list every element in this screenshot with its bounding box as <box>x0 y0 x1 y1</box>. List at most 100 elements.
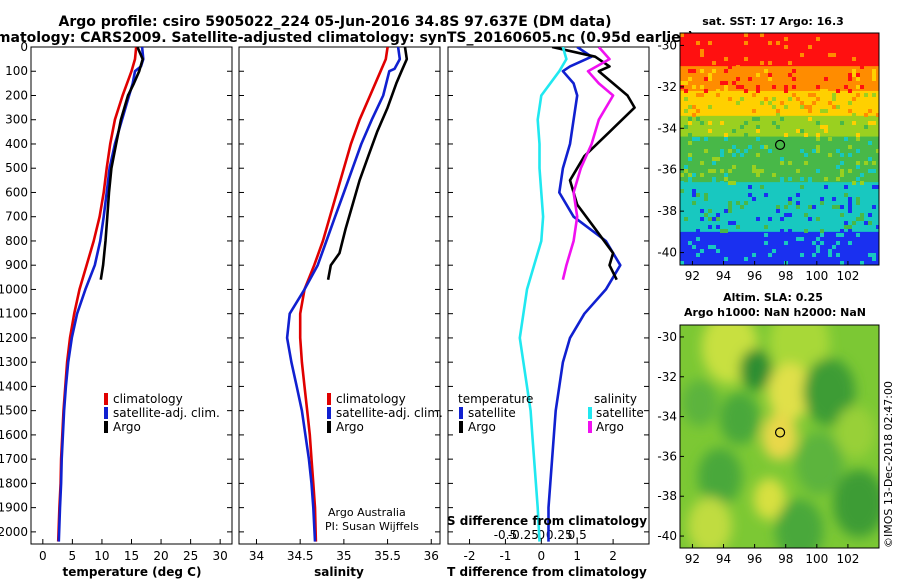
depth-tick-label: 2000 <box>0 525 28 539</box>
sst-pixel <box>680 245 684 249</box>
sst-pixel <box>708 225 712 229</box>
sst-pixel <box>724 257 728 261</box>
sla-blob <box>833 469 879 538</box>
sst-pixel <box>760 61 764 65</box>
sst-pixel <box>752 169 756 173</box>
sst-pixel <box>700 53 704 57</box>
sst-pixel <box>800 105 804 109</box>
sst-pixel <box>820 89 824 93</box>
sst-pixel <box>836 89 840 93</box>
sst-pixel <box>876 225 879 229</box>
sst-pixel <box>816 169 820 173</box>
sst-pixel <box>728 205 732 209</box>
x-tick-label: 35 <box>336 549 351 563</box>
sst-map-axes: 92 94 96 98 100 102 -30 -32 -34 -36 -38 -40 <box>657 38 859 283</box>
salinity-lines <box>285 47 409 542</box>
sst-pixel <box>828 253 832 257</box>
sst-pixel <box>720 121 724 125</box>
sst-pixel <box>736 149 740 153</box>
sla-blob <box>835 406 876 459</box>
sst-pixel <box>748 193 752 197</box>
sst-pixel <box>836 253 840 257</box>
depth-tick-label: 100 <box>5 64 28 78</box>
sst-pixel <box>692 237 696 241</box>
sst-pixel <box>712 181 716 185</box>
sst-pixel <box>688 249 692 253</box>
sst-pixel <box>832 97 836 101</box>
sst-pixel <box>868 213 872 217</box>
x-tick-label: 0 <box>538 549 546 563</box>
depth-tick-label: 700 <box>5 210 28 224</box>
sst-pixel <box>864 49 868 53</box>
sst-pixel <box>752 197 756 201</box>
sst-pixel <box>724 229 728 233</box>
sst-pixel <box>744 33 748 37</box>
sst-pixel <box>724 209 728 213</box>
sst-pixel <box>812 205 816 209</box>
sst-pixel <box>692 45 696 49</box>
x-tick-label: 25 <box>183 549 198 563</box>
sst-pixel <box>804 61 808 65</box>
x-tick-label: 34 <box>249 549 264 563</box>
sst-pixel <box>816 133 820 137</box>
sst-pixel <box>772 121 776 125</box>
sst-pixel <box>840 169 844 173</box>
sst-pixel <box>756 129 760 133</box>
sst-pixel <box>860 261 864 265</box>
sst-pixel <box>696 93 700 97</box>
sst-pixel <box>856 177 860 181</box>
sst-pixel <box>832 93 836 97</box>
sst-pixel <box>684 245 688 249</box>
sst-pixel <box>824 77 828 81</box>
series-line-satellite-adj-clim- <box>57 47 145 542</box>
sst-pixel <box>700 121 704 125</box>
sst-pixel <box>688 69 692 73</box>
sst-pixel <box>788 73 792 77</box>
map-y-tick-label: -40 <box>657 246 677 260</box>
sst-pixel <box>728 65 732 69</box>
sst-pixel <box>820 201 824 205</box>
sst-pixel <box>800 177 804 181</box>
sst-pixel <box>708 49 712 53</box>
sst-pixel <box>760 145 764 149</box>
sst-pixel <box>688 117 692 121</box>
sst-pixel <box>684 97 688 101</box>
sst-pixel <box>756 169 760 173</box>
sst-pixel <box>828 101 832 105</box>
sst-pixel <box>844 221 848 225</box>
sst-pixel <box>732 153 736 157</box>
sst-pixel <box>680 33 684 37</box>
header-line-1: Argo profile: csiro 5905022_224 05-Jun-2… <box>59 14 612 30</box>
sst-pixel <box>800 253 804 257</box>
sst-pixel <box>824 125 828 129</box>
sst-pixel <box>740 85 744 89</box>
sst-pixel <box>736 101 740 105</box>
sst-pixel <box>844 193 848 197</box>
sst-pixel <box>864 161 868 165</box>
sst-pixel <box>832 105 836 109</box>
sst-pixel <box>788 177 792 181</box>
sst-pixel <box>728 181 732 185</box>
sst-pixel <box>868 141 872 145</box>
sst-pixel <box>728 149 732 153</box>
sst-pixel <box>700 209 704 213</box>
sst-pixel <box>872 169 876 173</box>
sst-pixel <box>744 89 748 93</box>
x-tick-label: 35.5 <box>374 549 401 563</box>
sst-pixel <box>808 177 812 181</box>
sst-pixel <box>816 137 820 141</box>
sst-pixel <box>740 97 744 101</box>
sst-pixel <box>728 201 732 205</box>
sst-pixel <box>876 185 879 189</box>
sst-pixel <box>816 217 820 221</box>
sst-pixel <box>872 121 876 125</box>
depth-tick-label: 800 <box>5 234 28 248</box>
sst-pixel <box>724 57 728 61</box>
depth-tick-label: 0 <box>20 40 28 54</box>
sst-pixel <box>768 61 772 65</box>
sst-pixel <box>812 241 816 245</box>
sst-pixel <box>696 249 700 253</box>
sst-pixel <box>708 217 712 221</box>
sst-pixel <box>756 61 760 65</box>
sst-pixel <box>856 149 860 153</box>
